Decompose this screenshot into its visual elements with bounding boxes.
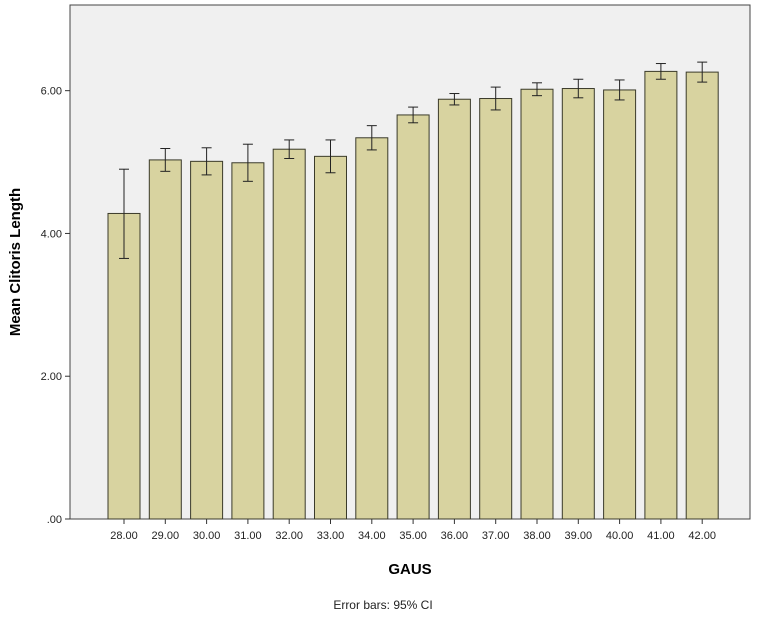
bar [190, 160, 224, 520]
x-tick-label: 35.00 [399, 530, 427, 542]
x-tick-label: 37.00 [482, 530, 510, 542]
y-tick-label: 2.00 [41, 371, 62, 383]
x-axis: 28.00 29.00 30.00 31.00 32.00 33.00 34.00 35.00… [110, 519, 716, 542]
y-axis-title: Mean Clitoris Length [7, 188, 24, 336]
bar [314, 155, 347, 520]
bar [148, 159, 182, 520]
bar [479, 98, 513, 520]
bar [561, 88, 595, 520]
bar [685, 71, 719, 520]
x-tick-label: 34.00 [358, 530, 386, 542]
x-tick-label: 29.00 [152, 530, 180, 542]
x-tick-label: 30.00 [193, 530, 221, 542]
bar [355, 137, 389, 520]
bar [603, 89, 637, 520]
x-axis-title: GAUS [388, 561, 431, 578]
bars-group [107, 70, 719, 520]
y-tick-label: 6.00 [41, 86, 62, 98]
footnote: Error bars: 95% CI [333, 598, 432, 612]
x-tick-label: 33.00 [317, 530, 345, 542]
error-bars-group [119, 61, 708, 259]
y-axis: .00 2.00 4.00 6.00 [41, 86, 70, 526]
y-tick-label: 4.00 [41, 228, 62, 240]
bar [107, 212, 141, 520]
x-tick-label: 32.00 [275, 530, 303, 542]
x-tick-label: 42.00 [688, 530, 716, 542]
x-tick-label: 38.00 [523, 530, 551, 542]
x-tick-label: 39.00 [565, 530, 593, 542]
x-tick-label: 28.00 [110, 530, 138, 542]
x-tick-label: 41.00 [647, 530, 675, 542]
bar [396, 114, 430, 520]
y-tick-label: .00 [47, 514, 62, 526]
bar [231, 162, 265, 520]
x-tick-label: 31.00 [234, 530, 262, 542]
x-tick-label: 40.00 [606, 530, 634, 542]
bar [272, 148, 306, 520]
bar [437, 98, 471, 520]
x-tick-label: 36.00 [441, 530, 469, 542]
bar [520, 88, 554, 520]
bar [644, 70, 678, 520]
